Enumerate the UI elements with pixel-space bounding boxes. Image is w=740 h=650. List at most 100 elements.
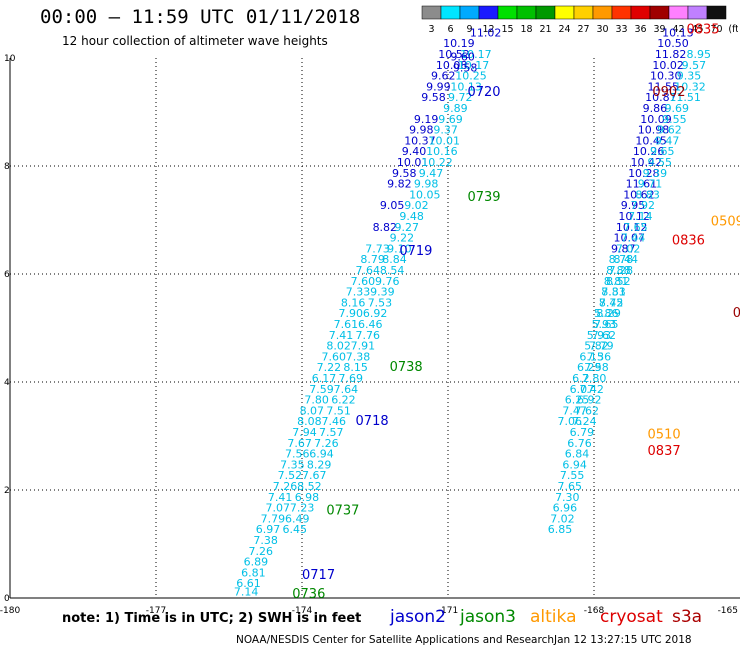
wave-height-label: 9.62 — [431, 70, 456, 83]
wave-height-label: 9.37 — [433, 124, 458, 137]
wave-height-label: 7.41 — [329, 329, 354, 342]
wave-height-label: 10.05 — [409, 188, 441, 201]
x-tick-label: -180 — [0, 606, 20, 616]
wave-height-label: 9.39 — [370, 286, 395, 299]
wave-height-label: 10.45 — [635, 134, 667, 147]
wave-height-label: 8.52 — [606, 275, 631, 288]
wave-height-label: 7.07 — [266, 502, 291, 515]
wave-height-label: 7.91 — [351, 340, 376, 353]
wave-height-label: 6.25 — [565, 394, 590, 407]
wave-height-label: 7.31 — [601, 286, 626, 299]
wave-height-label: 8.16 — [341, 296, 366, 309]
wave-height-label: 11.82 — [655, 48, 687, 61]
wave-height-label: 7.38 — [346, 350, 371, 363]
wave-height-label: 7.64 — [356, 264, 381, 277]
wave-height-label: 11.51 — [669, 91, 701, 104]
wave-height-label: 10.09 — [640, 113, 672, 126]
wave-height-label: 10.13 — [662, 26, 694, 39]
wave-height-label: 6.94 — [309, 448, 334, 461]
wave-height-label: 9.22 — [390, 232, 415, 245]
wave-height-label: 7.14 — [234, 585, 259, 598]
wave-height-label: 8.79 — [360, 253, 385, 266]
wave-height-label: 9.55 — [662, 113, 687, 126]
wave-height-label: 9.98 — [414, 178, 439, 191]
y-tick-label: 6 — [4, 270, 10, 280]
wave-height-label: 6.85 — [548, 523, 573, 536]
wave-height-label: 7.92 — [631, 199, 656, 212]
wave-height-label: 8.02 — [326, 340, 351, 353]
wave-height-label: 10.50 — [657, 37, 689, 50]
wave-height-label: 7.90 — [339, 307, 364, 320]
wave-height-label: 5.93 — [587, 329, 612, 342]
time-annotation: 0736 — [292, 587, 325, 602]
wave-height-label: 7.22 — [317, 361, 342, 374]
time-annotation: 0720 — [467, 85, 500, 100]
wave-height-label: 7.14 — [628, 210, 653, 223]
wave-height-label: 9.89 — [443, 102, 468, 115]
colorbar-label: 12 — [482, 24, 494, 35]
wave-height-label: 9.57 — [682, 59, 707, 72]
wave-height-label: 10.16 — [426, 145, 458, 158]
wave-height-label: 7.64 — [334, 383, 359, 396]
wave-height-label: 10.13 — [450, 80, 482, 93]
wave-height-label: 11.61 — [626, 178, 658, 191]
wave-height-label: 7.79 — [589, 340, 614, 353]
chart-title: 00:00 – 11:59 UTC 01/11/2018 — [40, 6, 361, 28]
wave-height-label: 9.98 — [409, 124, 434, 137]
wave-height-label: 10.87 — [645, 91, 677, 104]
wave-height-label: 7.28 — [609, 264, 634, 277]
wave-height-label: 9.87 — [611, 242, 636, 255]
wave-height-label: 6.29 — [577, 361, 602, 374]
colorbar-label: 33 — [615, 24, 627, 35]
wave-height-label: 9.27 — [394, 221, 419, 234]
wave-height-label: 6.61 — [236, 577, 260, 590]
time-annotation: 0717 — [302, 568, 335, 583]
wave-height-label: 9.71 — [638, 178, 663, 191]
y-tick-label: 2 — [4, 486, 10, 496]
wave-height-label: 6.46 — [358, 318, 383, 331]
wave-height-label: 7.60 — [351, 275, 376, 288]
colorbar-label: 70 — [710, 24, 722, 35]
time-annotation: 0510 — [648, 428, 681, 443]
wave-height-label: 7.51 — [326, 404, 351, 417]
wave-height-label: 6.92 — [363, 307, 388, 320]
wave-height-label: 7.94 — [292, 426, 317, 439]
footer-note: note: 1) Time is in UTC; 2) SWH is in fe… — [62, 611, 362, 626]
wave-height-label: 10.08 — [436, 59, 468, 72]
time-annotation: 0835 — [686, 23, 719, 38]
wave-height-label: 9.35 — [677, 70, 702, 83]
wave-height-label: 7.73 — [365, 242, 390, 255]
satellite-legend-s3a: s3a — [672, 607, 703, 627]
time-annotation: 0718 — [356, 414, 389, 429]
time-annotation: 0836 — [672, 233, 705, 248]
wave-height-label: 10.17 — [458, 59, 490, 72]
wave-height-label: 7.47 — [562, 404, 587, 417]
x-tick-label: -177 — [146, 606, 166, 616]
wave-height-label: 7.30 — [555, 491, 580, 504]
wave-height-label: 7.38 — [253, 534, 277, 547]
wave-height-label: 10.02 — [652, 59, 684, 72]
wave-height-label: 10.07 — [613, 232, 645, 245]
wave-height-label: 6.15 — [579, 350, 604, 363]
wave-height-label: 7.52 — [278, 469, 303, 482]
wave-height-label: 7.79 — [261, 512, 286, 525]
wave-height-label: 8.15 — [343, 361, 368, 374]
wave-height-label: 10.28 — [628, 167, 660, 180]
wave-height-label: 10.22 — [421, 156, 453, 169]
wave-height-label: 7.59 — [309, 383, 334, 396]
wave-height-label: 7.72 — [599, 296, 624, 309]
wave-height-label: 10.52 — [438, 48, 470, 61]
colorbar-label: 3 — [428, 24, 434, 35]
wave-height-label: 9.47 — [419, 167, 444, 180]
satellite-legend-jason3: jason3 — [460, 607, 516, 627]
time-annotation: 0719 — [399, 244, 432, 259]
wave-height-label: 9.05 — [380, 199, 405, 212]
x-tick-label: -171 — [438, 606, 458, 616]
wave-height-label: 6.98 — [295, 491, 320, 504]
wave-height-label: 9.40 — [402, 145, 427, 158]
wave-height-label: 5.82 — [584, 340, 609, 353]
wave-height-label: 6.89 — [244, 556, 269, 569]
wave-height-label: 10.01 — [429, 134, 461, 147]
